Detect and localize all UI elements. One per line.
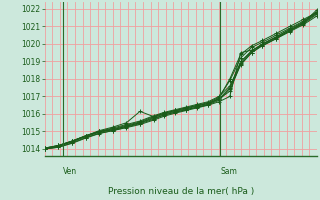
Text: Pression niveau de la mer( hPa ): Pression niveau de la mer( hPa ) bbox=[108, 187, 254, 196]
Text: Sam: Sam bbox=[220, 167, 237, 176]
Text: Ven: Ven bbox=[63, 167, 77, 176]
